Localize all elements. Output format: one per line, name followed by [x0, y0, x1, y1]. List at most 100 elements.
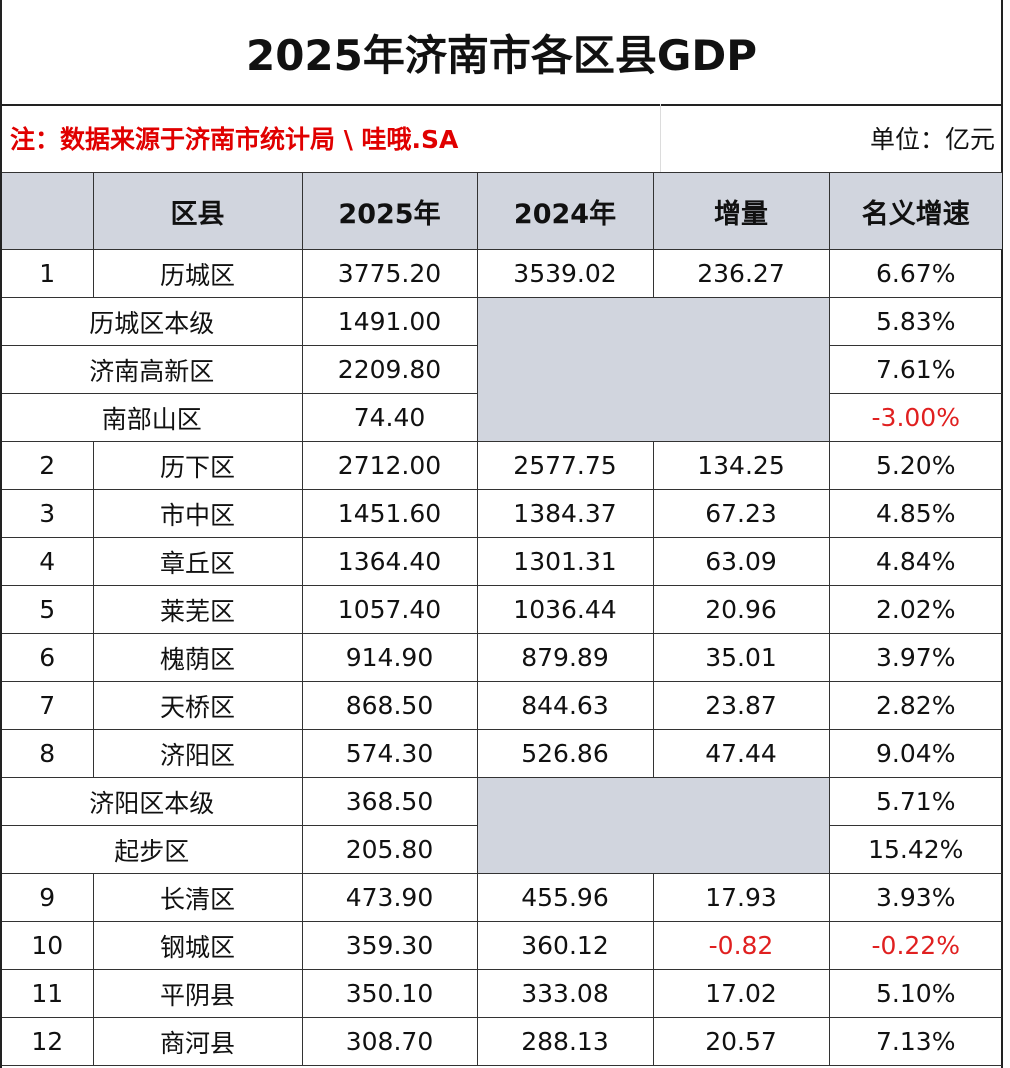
cell-growth-rate: -0.22%	[828, 921, 1002, 970]
table-row: 6 槐荫区 914.90 879.89 35.01 3.97%	[2, 633, 1002, 682]
cell-2025: 1451.60	[301, 489, 478, 538]
table-row: 8 济阳区 574.30 526.86 47.44 9.04%	[2, 729, 1002, 778]
cell-2025: 868.50	[301, 681, 478, 730]
cell-2025: 2209.80	[301, 345, 478, 394]
cell-2024: 333.08	[476, 969, 654, 1018]
cell-district: 商河县	[92, 1017, 303, 1066]
cell-district: 历下区	[92, 441, 303, 490]
sub-district-name: 济阳区本级	[2, 777, 303, 826]
note-row: 注：数据来源于济南市统计局 \ 哇哦.SA 单位：亿元	[2, 104, 1001, 172]
table-row: 4 章丘区 1364.40 1301.31 63.09 4.84%	[2, 537, 1002, 586]
cell-2025: 1491.00	[301, 297, 478, 346]
cell-increase: 47.44	[652, 729, 830, 778]
cell-2025: 3775.20	[301, 249, 478, 298]
cell-increase: 35.01	[652, 633, 830, 682]
cell-growth-rate: -3.00%	[828, 393, 1002, 442]
cell-district: 槐荫区	[92, 633, 303, 682]
cell-district: 市中区	[92, 489, 303, 538]
cell-growth-rate: 15.42%	[828, 825, 1002, 874]
cell-rank: 4	[2, 537, 94, 586]
subrow: 济阳区本级 368.50 5.71%	[2, 777, 1002, 874]
cell-2025: 205.80	[301, 825, 478, 874]
cell-2024: 455.96	[476, 873, 654, 922]
cell-increase: -0.82	[652, 921, 830, 970]
header-increase: 增量	[652, 172, 830, 250]
cell-2024: 3539.02	[476, 249, 654, 298]
unit-label: 单位：亿元	[869, 125, 995, 154]
cell-2024: 526.86	[476, 729, 654, 778]
cell-rank: 7	[2, 681, 94, 730]
header-2025: 2025年	[301, 172, 478, 250]
source-note: 注：数据来源于济南市统计局 \ 哇哦.SA	[2, 104, 661, 172]
cell-rank: 5	[2, 585, 94, 634]
cell-growth-rate: 5.10%	[828, 969, 1002, 1018]
cell-growth-rate: 4.84%	[828, 537, 1002, 586]
cell-2025: 574.30	[301, 729, 478, 778]
cell-growth-rate: 7.13%	[828, 1017, 1002, 1066]
header-district: 区县	[92, 172, 303, 250]
header-row: 区县 2025年 2024年 增量 名义增速	[2, 172, 1002, 250]
subrow: 历城区本级 1491.00 5.83%	[2, 297, 1002, 442]
cell-increase: 23.87	[652, 681, 830, 730]
cell-2024: 360.12	[476, 921, 654, 970]
cell-growth-rate: 6.67%	[828, 249, 1002, 298]
cell-district: 平阴县	[92, 969, 303, 1018]
table-row: 11 平阴县 350.10 333.08 17.02 5.10%	[2, 969, 1002, 1018]
cell-2025: 2712.00	[301, 441, 478, 490]
sub-district-name: 起步区	[2, 825, 303, 874]
cell-increase: 67.23	[652, 489, 830, 538]
cell-growth-rate: 3.97%	[828, 633, 1002, 682]
cell-growth-rate: 5.83%	[828, 297, 1002, 346]
cell-district: 天桥区	[92, 681, 303, 730]
cell-district: 长清区	[92, 873, 303, 922]
cell-growth-rate: 9.04%	[828, 729, 1002, 778]
cell-growth-rate: 2.82%	[828, 681, 1002, 730]
cell-2024: 879.89	[476, 633, 654, 682]
cell-2024: 288.13	[476, 1017, 654, 1066]
cell-growth-rate: 7.61%	[828, 345, 1002, 394]
cell-rank: 8	[2, 729, 94, 778]
sub-district-name: 历城区本级	[2, 297, 303, 346]
sub-district-name: 济南高新区	[2, 345, 303, 394]
header-growth-rate: 名义增速	[828, 172, 1002, 250]
table-row: 12 商河县 308.70 288.13 20.57 7.13%	[2, 1017, 1002, 1066]
cell-rank: 11	[2, 969, 94, 1018]
cell-rank: 9	[2, 873, 94, 922]
cell-growth-rate: 5.71%	[828, 777, 1002, 826]
cell-2025: 368.50	[301, 777, 478, 826]
cell-2025: 1364.40	[301, 537, 478, 586]
cell-rank: 2	[2, 441, 94, 490]
cell-growth-rate: 2.02%	[828, 585, 1002, 634]
cell-district: 济阳区	[92, 729, 303, 778]
cell-increase: 134.25	[652, 441, 830, 490]
cell-2024: 844.63	[476, 681, 654, 730]
subrow: 济南高新区 2209.80 7.61%	[2, 345, 1002, 394]
header-2024: 2024年	[476, 172, 654, 250]
table-row: 3 市中区 1451.60 1384.37 67.23 4.85%	[2, 489, 1002, 538]
cell-2025: 74.40	[301, 393, 478, 442]
cell-rank: 12	[2, 1017, 94, 1066]
cell-district: 钢城区	[92, 921, 303, 970]
table-row: 9 长清区 473.90 455.96 17.93 3.93%	[2, 873, 1002, 922]
cell-increase: 20.96	[652, 585, 830, 634]
cell-2024: 1384.37	[476, 489, 654, 538]
table-row: 7 天桥区 868.50 844.63 23.87 2.82%	[2, 681, 1002, 730]
table-row: 10 钢城区 359.30 360.12 -0.82 -0.22%	[2, 921, 1002, 970]
table-row: 5 莱芜区 1057.40 1036.44 20.96 2.02%	[2, 585, 1002, 634]
cell-rank: 6	[2, 633, 94, 682]
cell-increase: 17.93	[652, 873, 830, 922]
blank-merged-cell	[476, 777, 830, 874]
header-rank	[2, 172, 94, 250]
cell-2025: 350.10	[301, 969, 478, 1018]
cell-increase: 63.09	[652, 537, 830, 586]
cell-2024: 2577.75	[476, 441, 654, 490]
cell-district: 莱芜区	[92, 585, 303, 634]
cell-2025: 473.90	[301, 873, 478, 922]
cell-rank: 3	[2, 489, 94, 538]
cell-district: 章丘区	[92, 537, 303, 586]
cell-2025: 308.70	[301, 1017, 478, 1066]
cell-increase: 20.57	[652, 1017, 830, 1066]
cell-2024: 1036.44	[476, 585, 654, 634]
sub-district-name: 南部山区	[2, 393, 303, 442]
